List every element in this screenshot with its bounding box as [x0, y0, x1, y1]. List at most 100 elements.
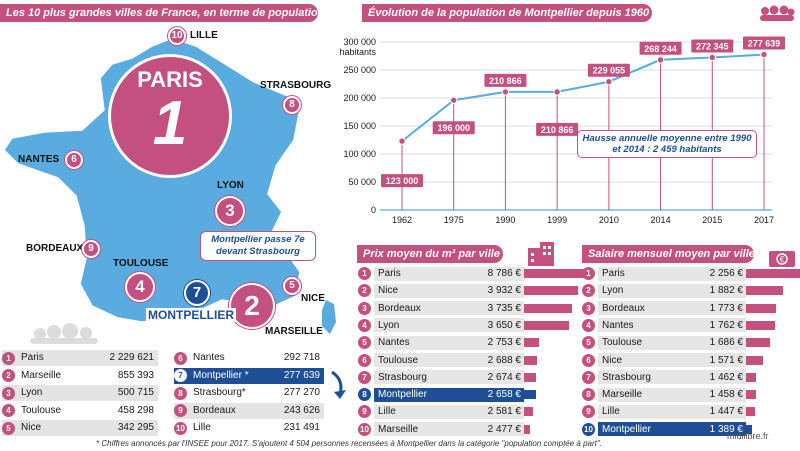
montpellier-label: MONTPELLIER — [146, 308, 236, 322]
bar-row: 3 Bordeaux 3 735 € — [358, 301, 572, 316]
data-point — [605, 78, 613, 86]
population-value: 277 270 — [283, 387, 320, 398]
rank-badge: 10 — [358, 422, 371, 436]
bar-row: 7 Strasbourg 2 674 € — [358, 370, 537, 385]
bar-row: 2 Nice 3 932 € — [358, 283, 579, 298]
bar-row: 5 Nantes 2 753 € — [358, 335, 540, 350]
population-row: 2 Marseille 855 393 — [2, 368, 158, 384]
population-value: 458 298 — [117, 404, 154, 416]
city-name: Lille — [193, 422, 211, 433]
data-label: 229 055 — [593, 66, 626, 76]
rank-badge: 9 — [358, 405, 371, 419]
bar — [524, 286, 579, 296]
x-tick-label: 2017 — [754, 215, 774, 225]
population-value: 277 639 — [283, 369, 320, 381]
data-label-box — [743, 36, 785, 50]
nice-rank-marker: 5 — [283, 277, 301, 295]
data-point — [656, 56, 665, 64]
footnote: * Chiffres annoncés par l'INSEE pour 201… — [96, 439, 602, 448]
bar-label-box: Paris 8 786 € — [374, 266, 524, 281]
nantes-label: NANTES — [18, 154, 60, 165]
value-label: 1 773 € — [709, 302, 743, 314]
bar-row: 2 Lyon 1 882 € — [582, 283, 783, 298]
marseille-rank-marker: 2 — [229, 283, 275, 329]
lyon-rank-marker: 3 — [215, 196, 245, 226]
value-label: 2 753 € — [487, 337, 521, 349]
y-tick-label: 250 000 — [343, 65, 376, 75]
rank-badge: 8 — [582, 388, 595, 402]
value-label: 1 458 € — [709, 389, 743, 401]
lille-rank-marker: 10 — [168, 27, 186, 45]
category-label: Bordeaux — [602, 302, 645, 314]
bar — [746, 286, 783, 296]
svg-text:€: € — [780, 255, 785, 264]
rank-badge: 5 — [2, 421, 15, 435]
data-label: 210 866 — [541, 125, 574, 135]
strasbourg-label: STRASBOURG — [260, 80, 332, 91]
banknote-icon: € — [769, 251, 795, 267]
bar-label-box: Montpellier 2 658 € — [374, 387, 524, 402]
value-label: 1 462 € — [709, 371, 743, 383]
curved-arrow-icon — [331, 370, 346, 399]
bar — [746, 269, 800, 278]
value-label: 1 882 € — [709, 285, 743, 297]
population-row: 3 Lyon 500 715 — [2, 385, 158, 401]
rank-badge: 1 — [582, 267, 595, 280]
bordeaux-rank-marker: 9 — [82, 240, 100, 258]
bar — [524, 372, 537, 382]
city-name: Montpellier * — [193, 369, 249, 381]
rank-badge: 8 — [358, 388, 371, 402]
bar-label-box: Bordeaux 3 735 € — [374, 301, 524, 316]
category-label: Nantes — [602, 319, 634, 331]
rank-badge: 7 — [358, 370, 371, 384]
y-tick-label: 150 000 — [343, 121, 376, 131]
bordeaux-label: BORDEAUX — [26, 243, 84, 254]
data-point — [398, 137, 406, 145]
rank-badge: 9 — [174, 404, 187, 417]
category-label: Strasbourg — [602, 371, 651, 383]
bar-label-box: Nantes 1 762 € — [598, 318, 746, 333]
bar-row: 5 Toulouse 1 686 € — [582, 335, 771, 350]
bar-row: 3 Bordeaux 1 773 € — [582, 301, 776, 316]
bar-row: 1 Paris 8 786 € — [358, 266, 584, 281]
building-icon — [528, 242, 554, 266]
x-tick-label: 1990 — [495, 215, 515, 225]
bar — [524, 407, 534, 417]
y-tick-label: 200 000 — [343, 93, 376, 103]
value-label: 3 735 € — [487, 302, 521, 314]
bar-label-box: Toulouse 1 686 € — [598, 335, 746, 350]
map-panel-title: Les 10 plus grandes villes de France, en… — [0, 4, 318, 22]
bar — [746, 355, 763, 365]
city-name: Nice — [21, 422, 42, 433]
category-label: Marseille — [602, 389, 643, 401]
category-label: Nice — [602, 354, 623, 366]
bar-row: 10 Marseille 2 477 € — [358, 422, 530, 437]
value-label: 3 650 € — [487, 319, 521, 331]
rank-badge: 6 — [358, 353, 371, 367]
population-line — [401, 53, 765, 142]
nantes-rank-marker: 6 — [65, 151, 83, 169]
bar-label-box: Montpellier 1 389 € — [598, 422, 746, 437]
rank-badge: 1 — [358, 267, 371, 280]
value-label: 2 688 € — [487, 354, 521, 366]
y-tick-label: 100 000 — [343, 149, 376, 159]
data-label: 123 000 — [386, 176, 419, 186]
marseille-label: MARSEILLE — [265, 326, 323, 337]
data-point — [450, 96, 458, 104]
bar-label-box: Paris 2 256 € — [598, 266, 746, 281]
value-label: 1 571 € — [709, 354, 743, 366]
rank-badge: 2 — [358, 284, 371, 298]
bar-row: 9 Lille 1 447 € — [582, 404, 756, 419]
population-value: 342 295 — [117, 422, 154, 433]
nice-label: NICE — [301, 293, 325, 304]
category-label: Strasbourg — [378, 371, 427, 383]
data-label-box — [484, 73, 527, 87]
value-label: 1 762 € — [709, 319, 743, 331]
value-label: 1 447 € — [709, 406, 743, 418]
category-label: Lille — [602, 406, 620, 418]
population-value: 2 229 621 — [109, 352, 155, 363]
category-label: Montpellier — [378, 389, 427, 401]
data-label-box — [381, 174, 423, 188]
y-axis-label: habitants — [339, 47, 376, 57]
rank-badge: 3 — [2, 386, 15, 400]
